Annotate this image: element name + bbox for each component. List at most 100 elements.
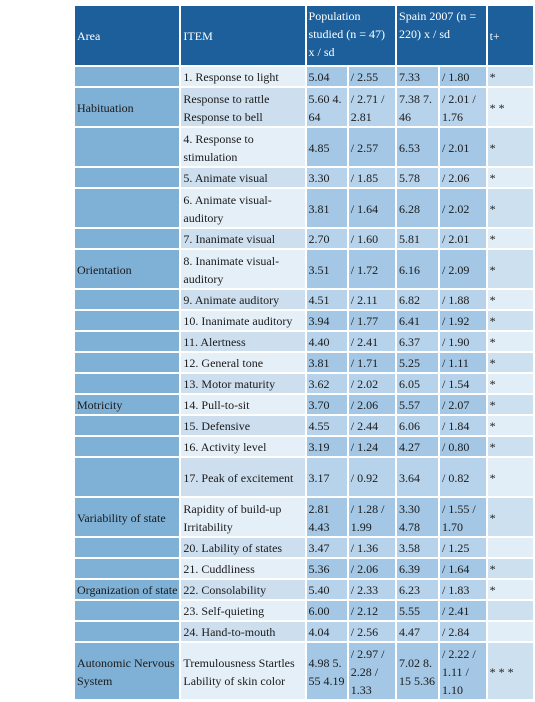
spain-mean-cell: 6.82 <box>397 290 438 309</box>
population-mean-cell: 5.04 <box>306 67 347 86</box>
population-sd-cell: / 1.28 / 1.99 <box>348 498 396 536</box>
spain-sd-cell: / 1.54 <box>439 374 486 393</box>
spain-mean-cell: 4.27 <box>397 437 438 456</box>
area-cell <box>75 353 180 372</box>
area-cell: Orientation <box>75 250 180 288</box>
spain-sd-cell: / 2.06 <box>439 168 486 187</box>
t-significance-cell: * <box>487 332 533 351</box>
table-row: 4. Response to stimulation 4.85/ 2.57 6.53… <box>75 128 533 166</box>
t-significance-cell: * * * <box>487 643 533 699</box>
item-cell: Rapidity of build-up Irritability <box>181 498 305 536</box>
population-sd-cell: / 0.92 <box>348 458 396 496</box>
t-significance-cell: * <box>487 250 533 288</box>
population-sd-cell: / 1.24 <box>348 437 396 456</box>
area-cell <box>75 311 180 330</box>
population-mean-cell: 3.62 <box>306 374 347 393</box>
population-mean-cell: 3.30 <box>306 168 347 187</box>
item-cell: 12. General tone <box>181 353 305 372</box>
population-sd-cell: / 1.36 <box>348 538 396 557</box>
population-mean-cell: 4.55 <box>306 416 347 435</box>
spain-sd-cell: / 2.01 <box>439 229 486 248</box>
population-sd-cell: / 2.41 <box>348 332 396 351</box>
population-mean-cell: 4.04 <box>306 622 347 641</box>
table-row: 6. Animate visual-auditory 3.81/ 1.64 6.28… <box>75 189 533 227</box>
header-row: Area ITEM Population studied (n = 47) x … <box>75 6 533 65</box>
spain-mean-cell: 6.23 <box>397 580 438 599</box>
area-cell <box>75 538 180 557</box>
area-cell <box>75 437 180 456</box>
spain-mean-cell: 6.41 <box>397 311 438 330</box>
area-cell <box>75 168 180 187</box>
area-cell <box>75 458 180 496</box>
population-mean-cell: 3.17 <box>306 458 347 496</box>
population-sd-cell: / 2.71 / 2.81 <box>348 88 396 126</box>
spain-sd-cell: / 0.80 <box>439 437 486 456</box>
table-row: 1. Response to light 5.04/ 2.55 7.33/ 1.80… <box>75 67 533 86</box>
area-cell <box>75 67 180 86</box>
table-row: 12. General tone 3.81/ 1.71 5.25/ 1.11 * <box>75 353 533 372</box>
population-mean-cell: 3.51 <box>306 250 347 288</box>
area-cell: Motricity <box>75 395 180 414</box>
population-sd-cell: / 1.71 <box>348 353 396 372</box>
spain-sd-cell: / 1.25 <box>439 538 486 557</box>
spain-mean-cell: 6.28 <box>397 189 438 227</box>
area-cell <box>75 128 180 166</box>
spain-sd-cell: / 1.84 <box>439 416 486 435</box>
table-row: Motricity 14. Pull-to-sit 3.70/ 2.06 5.57/ … <box>75 395 533 414</box>
population-mean-cell: 4.40 <box>306 332 347 351</box>
spain-mean-cell: 5.57 <box>397 395 438 414</box>
t-significance-cell: * <box>487 168 533 187</box>
item-cell: 16. Activity level <box>181 437 305 456</box>
area-cell: Autonomic Nervous System <box>75 643 180 699</box>
t-significance-cell: * <box>487 67 533 86</box>
population-mean-cell: 3.19 <box>306 437 347 456</box>
spain-mean-cell: 5.78 <box>397 168 438 187</box>
t-significance-cell: * <box>487 290 533 309</box>
area-cell <box>75 290 180 309</box>
header-spain: Spain 2007 (n = 220) x / sd <box>397 6 486 65</box>
item-cell: 24. Hand-to-mouth <box>181 622 305 641</box>
table-row: 10. Inanimate auditory 3.94/ 1.77 6.41/ 1.… <box>75 311 533 330</box>
header-item: ITEM <box>181 6 305 65</box>
item-cell: 13. Motor maturity <box>181 374 305 393</box>
spain-mean-cell: 3.58 <box>397 538 438 557</box>
area-cell <box>75 229 180 248</box>
item-cell: 21. Cuddliness <box>181 559 305 578</box>
population-mean-cell: 4.85 <box>306 128 347 166</box>
t-significance-cell: * <box>487 416 533 435</box>
spain-mean-cell: 6.05 <box>397 374 438 393</box>
population-sd-cell: / 2.06 <box>348 395 396 414</box>
table-row: 5. Animate visual 3.30/ 1.85 5.78/ 2.06 * <box>75 168 533 187</box>
item-cell: 9. Animate auditory <box>181 290 305 309</box>
spain-sd-cell: / 1.90 <box>439 332 486 351</box>
table-row: 9. Animate auditory 4.51/ 2.11 6.82/ 1.88 * <box>75 290 533 309</box>
t-significance-cell <box>487 538 533 557</box>
population-mean-cell: 4.98 5. 55 4.19 <box>306 643 347 699</box>
t-significance-cell: * <box>487 498 533 536</box>
item-cell: 5. Animate visual <box>181 168 305 187</box>
table-row: 13. Motor maturity 3.62/ 2.02 6.05/ 1.54 * <box>75 374 533 393</box>
item-cell: 15. Defensive <box>181 416 305 435</box>
spain-sd-cell: / 1.80 <box>439 67 486 86</box>
spain-mean-cell: 6.39 <box>397 559 438 578</box>
spain-sd-cell: / 1.64 <box>439 559 486 578</box>
spain-mean-cell: 7.02 8. 15 5.36 <box>397 643 438 699</box>
spain-mean-cell: 7.38 7. 46 <box>397 88 438 126</box>
area-cell <box>75 332 180 351</box>
population-mean-cell: 4.51 <box>306 290 347 309</box>
table-row: 23. Self-quieting 6.00/ 2.12 5.55/ 2.41 <box>75 601 533 620</box>
area-cell <box>75 601 180 620</box>
population-mean-cell: 2.70 <box>306 229 347 248</box>
population-mean-cell: 3.70 <box>306 395 347 414</box>
population-mean-cell: 5.40 <box>306 580 347 599</box>
spain-mean-cell: 3.30 4.78 <box>397 498 438 536</box>
spain-sd-cell: / 1.83 <box>439 580 486 599</box>
item-cell: Tremulousness Startles Lability of skin … <box>181 643 305 699</box>
spain-sd-cell: / 1.11 <box>439 353 486 372</box>
area-cell <box>75 622 180 641</box>
t-significance-cell: * <box>487 128 533 166</box>
spain-mean-cell: 5.55 <box>397 601 438 620</box>
item-cell: 6. Animate visual-auditory <box>181 189 305 227</box>
area-cell <box>75 416 180 435</box>
item-cell: Response to rattle Response to bell <box>181 88 305 126</box>
